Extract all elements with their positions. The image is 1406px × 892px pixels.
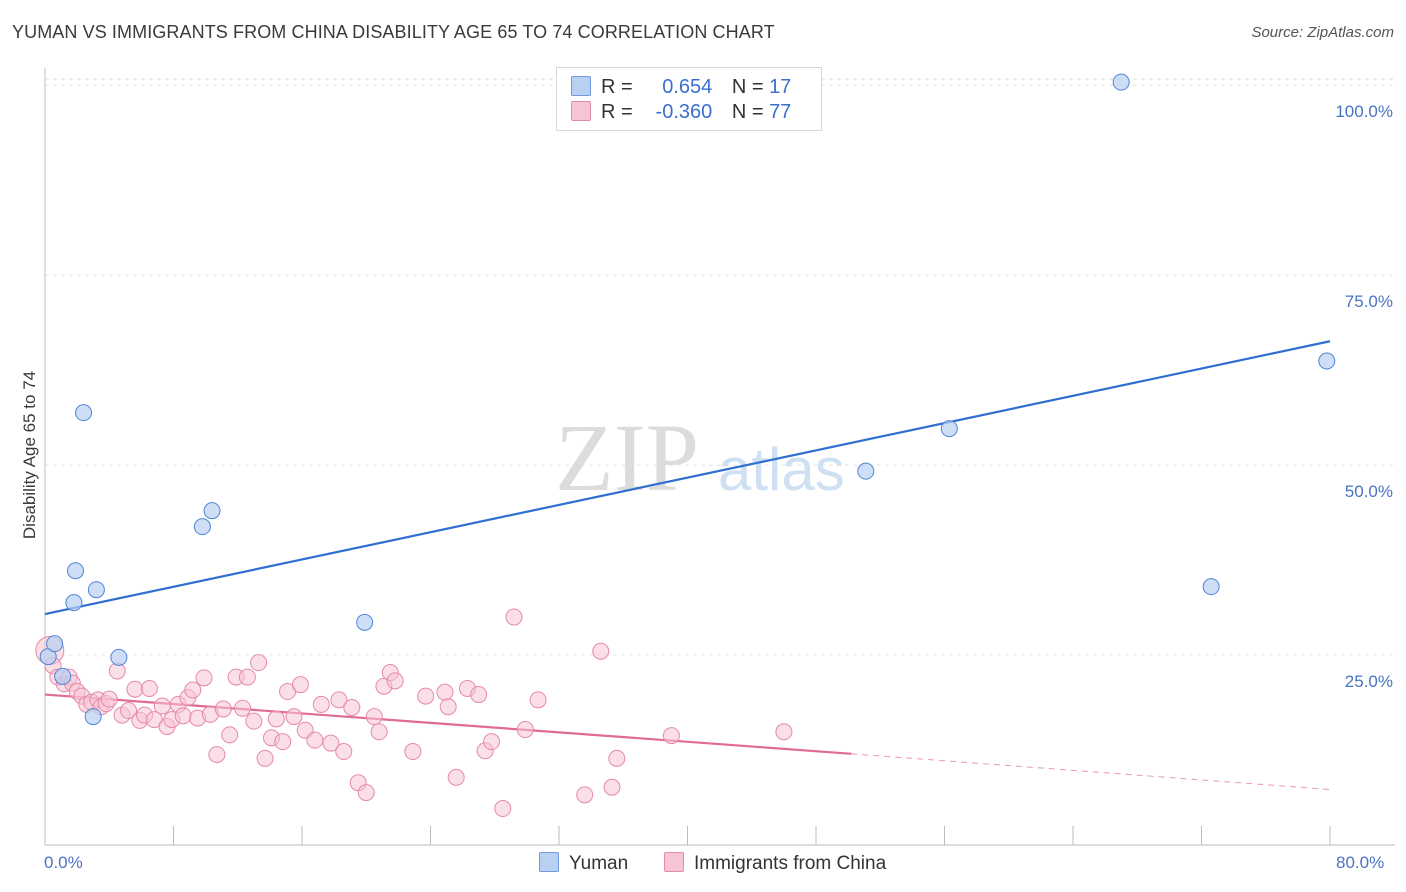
gridlines xyxy=(45,78,1395,656)
point-china xyxy=(516,721,534,739)
swatch-yuman xyxy=(571,76,591,96)
point-china xyxy=(306,731,324,749)
point-china xyxy=(529,691,547,709)
point-china xyxy=(576,786,594,804)
point-china xyxy=(120,702,138,720)
point-china xyxy=(250,654,268,672)
x-tick-label-right: 80.0% xyxy=(1336,853,1385,872)
point-china xyxy=(195,669,213,687)
point-china xyxy=(184,681,202,699)
point-china xyxy=(608,749,626,767)
legend-item-yuman: Yuman xyxy=(539,852,628,875)
legend-swatch-yuman xyxy=(539,852,559,872)
point-china xyxy=(267,710,285,728)
point-yuman xyxy=(75,404,93,422)
axes xyxy=(44,68,1395,846)
watermark-atlas: atlas xyxy=(718,436,845,503)
point-china xyxy=(214,700,232,718)
point-yuman xyxy=(356,613,374,631)
point-china xyxy=(386,672,404,690)
n-value-china: 77 xyxy=(769,101,792,123)
y-tick-label-75: 75.0% xyxy=(1344,292,1393,312)
point-china xyxy=(100,690,118,708)
y-axis-title: Disability Age 65 to 74 xyxy=(20,370,39,540)
point-china xyxy=(365,708,383,726)
point-china xyxy=(245,712,263,730)
swatch-china xyxy=(571,101,591,121)
r-value-china: -0.360 xyxy=(655,101,713,123)
point-china xyxy=(592,642,610,660)
point-yuman xyxy=(54,667,72,685)
stats-row-yuman: R = 0.654 N = 17 xyxy=(571,76,791,100)
point-china xyxy=(775,723,793,741)
point-yuman xyxy=(84,708,102,726)
y-tick-label-25: 25.0% xyxy=(1344,672,1393,692)
point-china xyxy=(330,691,348,709)
point-china xyxy=(439,698,457,716)
trend-line-yuman xyxy=(44,340,1331,616)
point-yuman xyxy=(67,562,85,580)
point-china xyxy=(470,686,488,704)
point-yuman xyxy=(1112,73,1130,91)
n-value-yuman: 17 xyxy=(769,76,792,98)
points-immigrants-from-china xyxy=(35,608,793,818)
point-china xyxy=(140,679,158,697)
point-yuman xyxy=(193,518,211,536)
point-china xyxy=(126,680,144,698)
point-china xyxy=(370,723,388,741)
point-china xyxy=(153,697,171,715)
legend-item-china: Immigrants from China xyxy=(664,852,886,875)
trend-line-china-extension xyxy=(851,753,1331,791)
point-china xyxy=(238,668,256,686)
point-china xyxy=(291,676,309,694)
point-yuman xyxy=(110,648,128,666)
point-china xyxy=(234,699,252,717)
point-china xyxy=(285,708,303,726)
point-china xyxy=(436,683,454,701)
point-china xyxy=(357,784,375,802)
chart-title: YUMAN VS IMMIGRANTS FROM CHINA DISABILIT… xyxy=(12,22,775,42)
point-china xyxy=(174,707,192,725)
x-tick-label-left: 0.0% xyxy=(44,853,83,872)
point-china xyxy=(483,733,501,751)
point-yuman xyxy=(1318,352,1336,370)
point-china xyxy=(603,778,621,796)
point-yuman xyxy=(65,594,83,612)
watermark-zip: ZIP xyxy=(555,404,699,511)
correlation-stats-box: R = 0.654 N = 17 R = -0.360 N = 77 xyxy=(556,67,822,131)
point-china xyxy=(274,733,292,751)
r-value-yuman: 0.654 xyxy=(662,76,713,98)
point-china xyxy=(447,768,465,786)
point-china xyxy=(322,734,340,752)
point-china xyxy=(208,746,226,764)
point-china xyxy=(404,743,422,761)
legend-swatch-china xyxy=(664,852,684,872)
points-yuman xyxy=(39,73,1336,726)
y-tick-label-100: 100.0% xyxy=(1335,102,1393,122)
point-china xyxy=(256,749,274,767)
point-china xyxy=(662,727,680,745)
stats-row-china: R = -0.360 N = 77 xyxy=(571,101,791,125)
point-yuman xyxy=(46,635,64,653)
point-china xyxy=(343,698,361,716)
point-yuman xyxy=(940,420,958,438)
point-china xyxy=(417,687,435,705)
point-yuman xyxy=(1202,578,1220,596)
point-china xyxy=(494,800,512,818)
source-credit: Source: ZipAtlas.com xyxy=(1251,24,1394,41)
point-yuman xyxy=(857,462,875,480)
point-china xyxy=(335,743,353,761)
point-china xyxy=(505,608,523,626)
watermark: ZIP atlas xyxy=(555,404,845,511)
point-yuman xyxy=(203,502,221,520)
point-china xyxy=(221,726,239,744)
point-yuman xyxy=(87,581,105,599)
point-china xyxy=(312,695,330,713)
y-tick-label-50: 50.0% xyxy=(1344,482,1393,502)
